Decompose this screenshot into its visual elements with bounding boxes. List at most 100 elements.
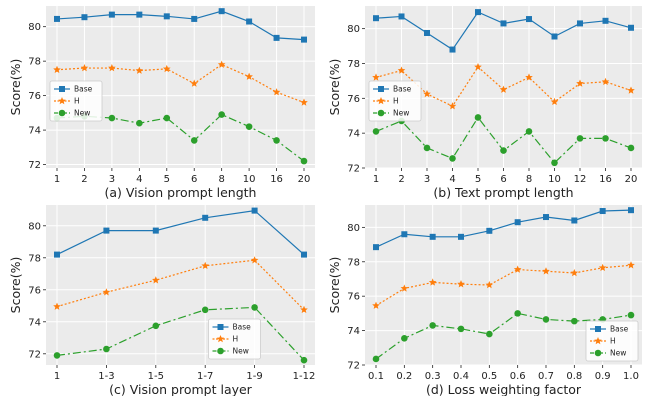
series-line-h — [56, 259, 305, 311]
y-axis-label: Score(%) — [8, 257, 23, 314]
series-line-new — [56, 306, 305, 361]
chart-panel-1: 72 74 76 78 80 1 2 3 4 5 6 8 10 16 20 Score(%) (a) Visio… — [8, 6, 315, 200]
x-tick-label: 1-3 — [98, 371, 114, 382]
data-point-h — [201, 261, 209, 270]
data-point-base — [301, 251, 307, 258]
data-point-base — [251, 207, 258, 214]
y-axis-label: Score(%) — [327, 257, 342, 314]
data-point-h — [485, 281, 494, 289]
data-point-base — [246, 18, 253, 25]
x-tick-label: 1 — [54, 371, 60, 382]
legend-marker — [377, 97, 385, 105]
data-point-h — [162, 64, 171, 73]
data-point-base — [152, 227, 159, 234]
legend-marker — [377, 109, 385, 117]
data-point-new — [136, 119, 143, 127]
data-point-h — [190, 79, 199, 87]
legend-label: H — [610, 337, 616, 346]
data-point-new — [525, 128, 533, 135]
data-point-h — [152, 276, 160, 284]
y-axis-label: Score(%) — [327, 59, 342, 116]
x-tick-label: 0.4 — [453, 371, 469, 382]
series-line-base — [56, 10, 305, 41]
data-point-h — [570, 268, 579, 277]
x-tick-label: 0.5 — [481, 371, 497, 382]
x-tick-label: 0.7 — [538, 371, 554, 382]
data-point-new — [627, 311, 635, 319]
x-tick-label: 0.3 — [425, 371, 441, 382]
data-point-h — [250, 256, 259, 264]
data-point-new — [372, 128, 380, 135]
data-point-base — [543, 214, 549, 221]
data-point-base — [108, 11, 115, 18]
x-tick-label: 1-12 — [293, 371, 316, 382]
data-point-h — [423, 89, 431, 98]
data-point-h — [135, 66, 144, 74]
data-point-base — [577, 20, 583, 27]
y-tick-label: 74 — [347, 129, 360, 140]
x-tick-label: 0.6 — [510, 371, 526, 382]
data-point-h — [525, 73, 533, 81]
data-point-new — [401, 335, 408, 342]
series-line-new — [56, 113, 305, 162]
data-point-h — [627, 86, 635, 94]
x-tick-label: 5 — [164, 174, 170, 185]
data-point-base — [449, 46, 456, 53]
x-tick-label: 20 — [625, 174, 638, 185]
data-point-h — [300, 305, 308, 314]
legend: Base H New — [49, 80, 103, 122]
x-tick-label: 0.1 — [368, 371, 384, 382]
x-tick-label: 2 — [81, 174, 87, 185]
x-tick-label: 0.2 — [396, 371, 412, 382]
data-point-new — [163, 114, 171, 122]
data-point-h — [598, 263, 607, 272]
legend-marker — [58, 97, 66, 105]
data-point-h — [627, 261, 635, 269]
x-tick-label: 1-7 — [197, 371, 213, 382]
y-tick-label: 76 — [347, 94, 360, 105]
legend-marker — [595, 326, 601, 332]
data-point-base — [551, 33, 558, 40]
y-tick-label: 80 — [28, 221, 41, 232]
legend: Base H New — [585, 320, 639, 362]
data-point-h — [102, 288, 111, 296]
data-point-base — [218, 8, 225, 15]
x-tick-label: 6 — [191, 174, 197, 185]
data-point-new — [53, 352, 61, 359]
x-tick-label: 12 — [574, 174, 587, 185]
data-point-new — [457, 325, 465, 333]
data-point-base — [526, 16, 532, 23]
x-tick-label: 1 — [54, 174, 60, 185]
x-tick-label: 16 — [270, 174, 283, 185]
x-tick-label: 2 — [398, 174, 404, 185]
y-tick-label: 80 — [347, 223, 360, 234]
data-point-new — [500, 147, 507, 154]
data-point-h — [400, 284, 409, 292]
panel-caption: (d) Loss weighting factor — [426, 382, 582, 396]
x-tick-label: 10 — [548, 174, 561, 185]
data-point-h — [108, 64, 116, 72]
data-point-h — [513, 265, 522, 273]
x-tick-label: 8 — [218, 174, 224, 185]
data-point-h — [217, 60, 226, 68]
legend-marker — [58, 109, 66, 117]
legend-label: H — [74, 97, 80, 106]
data-point-h — [457, 280, 465, 288]
legend-label: H — [393, 97, 399, 106]
data-point-base — [103, 227, 110, 234]
y-tick-label: 78 — [347, 59, 360, 70]
x-tick-label: 1-5 — [148, 371, 164, 382]
data-point-h — [550, 97, 559, 106]
data-point-h — [53, 302, 61, 310]
data-point-base — [373, 244, 379, 251]
x-tick-label: 8 — [526, 174, 532, 185]
data-point-new — [551, 159, 558, 167]
data-point-h — [448, 102, 457, 110]
data-point-new — [576, 135, 584, 142]
y-tick-label: 80 — [347, 24, 360, 35]
data-point-new — [108, 114, 116, 122]
data-point-base — [628, 207, 634, 214]
data-point-h — [542, 267, 550, 275]
data-point-h — [300, 98, 308, 106]
